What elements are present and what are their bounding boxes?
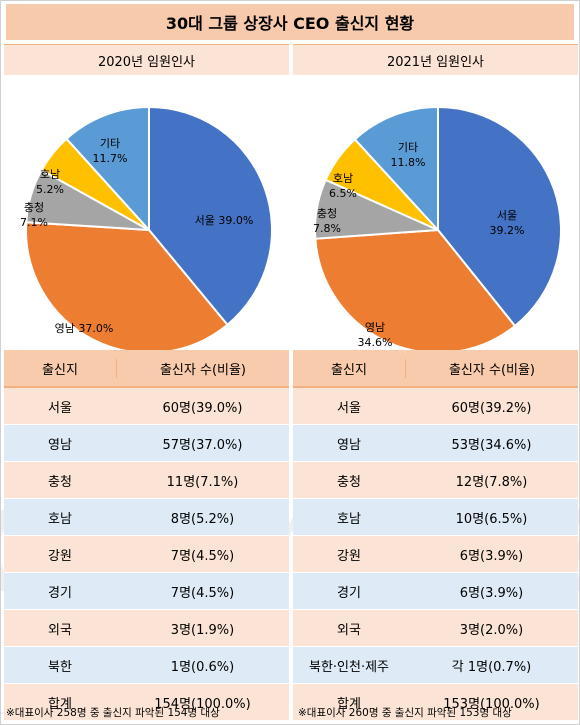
footnote-2021: ※대표이사 260명 중 출신지 파악된 153명 대상 (298, 707, 512, 719)
cell-region: 경기 (48, 585, 72, 601)
cell-count: 53명(34.6%) (451, 437, 532, 453)
table-row: 충청 12명(7.8%) (293, 462, 578, 499)
table-row: 호남 8명(5.2%) (4, 499, 289, 536)
panel-subtitle: 2020년 임원인사 (4, 44, 289, 75)
cell-region: 충청 (337, 474, 361, 490)
table-row: 경기 6명(3.9%) (293, 573, 578, 610)
cell-count: 153명(100.0%) (443, 696, 540, 712)
cell-count: 6명(3.9%) (459, 548, 524, 564)
pie-data-label: 기타 11.8% (390, 141, 426, 169)
cell-region: 충청 (48, 474, 72, 490)
table-row: 서울 60명(39.2%) (293, 388, 578, 425)
cell-region: 호남 (337, 511, 361, 527)
pie-data-label: 호남 6.5% (329, 172, 357, 200)
cell-region: 호남 (48, 511, 72, 527)
table-row: 북한·인천·제주 각 1명(0.7%) (293, 647, 578, 684)
header-region: 출신지 (4, 358, 117, 378)
cell-region: 북한·인천·제주 (308, 659, 390, 675)
pie-data-label: 충청 7.1% (20, 201, 48, 229)
pie-slice-기타 (353, 105, 439, 233)
table-row: 외국 3명(2.0%) (293, 610, 578, 647)
cell-count: 3명(2.0%) (459, 622, 524, 638)
pie-chart-2021: 서울 39.2% 영남 34.6% 충청 7.8% 호남 6.5% 기타 11.8% (293, 75, 578, 351)
cell-count: 7명(4.5%) (170, 548, 235, 564)
cell-region: 외국 (48, 622, 72, 638)
pie-slice-영남 (25, 221, 229, 351)
pie-data-label: 영남 34.6% (357, 321, 393, 349)
table-row: 강원 6명(3.9%) (293, 536, 578, 573)
cell-region: 강원 (48, 548, 72, 564)
table-row: 호남 10명(6.5%) (293, 499, 578, 536)
cell-region: 경기 (337, 585, 361, 601)
table-row: 영남 57명(37.0%) (4, 425, 289, 462)
cell-region: 영남 (48, 437, 72, 453)
pie-slice-기타 (65, 105, 150, 233)
cell-region: 서울 (337, 400, 361, 416)
cell-count: 154명(100.0%) (154, 696, 251, 712)
table-total-row: 합계 153명(100.0%) (293, 684, 578, 721)
pie-slice-서울 (437, 105, 562, 328)
table-2020: 출신지 출신자 수(비율) 서울 60명(39.0%) 영남 57명(37.0%) 충청… (4, 350, 289, 721)
page-title: 30대 그룹 상장사 CEO 출신지 현황 (6, 4, 574, 40)
table-row: 영남 53명(34.6%) (293, 425, 578, 462)
header-count: 출신자 수(비율) (448, 362, 536, 378)
cell-count: 각 1명(0.7%) (451, 659, 532, 675)
cell-region: 서울 (48, 400, 72, 416)
table-row: 서울 60명(39.0%) (4, 388, 289, 425)
cell-count: 60명(39.0%) (162, 400, 243, 416)
cell-region: 합계 (48, 696, 72, 712)
table-row: 경기 7명(4.5%) (4, 573, 289, 610)
cell-count: 3명(1.9%) (170, 622, 235, 638)
table-total-row: 합계 154명(100.0%) (4, 684, 289, 721)
table-row: 북한 1명(0.6%) (4, 647, 289, 684)
table-row: 외국 3명(1.9%) (4, 610, 289, 647)
cell-region: 북한 (48, 659, 72, 675)
cell-region: 강원 (337, 548, 361, 564)
table-row: 강원 7명(4.5%) (4, 536, 289, 573)
cell-count: 11명(7.1%) (166, 474, 239, 490)
pie-data-label: 충청 7.8% (313, 207, 341, 235)
cell-count: 6명(3.9%) (459, 585, 524, 601)
cell-region: 외국 (337, 622, 361, 638)
table-header: 출신지 출신자 수(비율) (293, 350, 578, 388)
pie-slice-서울 (148, 105, 273, 327)
pie-data-label: 서울 39.0% (194, 213, 254, 227)
panel-subtitle: 2021년 임원인사 (293, 44, 578, 75)
table-row: 충청 11명(7.1%) (4, 462, 289, 499)
cell-count: 1명(0.6%) (170, 659, 235, 675)
panel-2021: 2021년 임원인사 서울 39.2% 영남 34.6% 충청 7.8% 호남 6.5% 기타 1… (293, 44, 578, 351)
cell-count: 7명(4.5%) (170, 585, 235, 601)
header-count: 출신자 수(비율) (159, 362, 247, 378)
table-header: 출신지 출신자 수(비율) (4, 350, 289, 388)
pie-slice-영남 (314, 228, 517, 351)
cell-count: 8명(5.2%) (170, 511, 235, 527)
cell-region: 영남 (337, 437, 361, 453)
cell-count: 60명(39.2%) (451, 400, 532, 416)
pie-svg-2020 (25, 105, 273, 351)
panel-2020: 2020년 임원인사 서울 39.0% 영남 37.0% 충청 7.1% 호남 5.2% 기… (4, 44, 289, 351)
cell-region: 합계 (337, 696, 361, 712)
cell-count: 10명(6.5%) (455, 511, 528, 527)
header-region: 출신지 (293, 358, 406, 378)
footnote-2020: ※대표이사 258명 중 출신지 파악된 154명 대상 (6, 707, 220, 719)
table-2021: 출신지 출신자 수(비율) 서울 60명(39.2%) 영남 53명(34.6%) 충청… (293, 350, 578, 721)
pie-data-label: 기타 11.7% (92, 137, 128, 165)
cell-count: 57명(37.0%) (162, 437, 243, 453)
pie-svg-2021 (314, 105, 562, 351)
pie-chart-2020: 서울 39.0% 영남 37.0% 충청 7.1% 호남 5.2% 기타 11.7% (4, 75, 289, 351)
pie-data-label: 호남 5.2% (36, 168, 64, 196)
pie-data-label: 서울 39.2% (489, 209, 525, 237)
pie-data-label: 영남 37.0% (54, 321, 114, 335)
cell-count: 12명(7.8%) (455, 474, 528, 490)
